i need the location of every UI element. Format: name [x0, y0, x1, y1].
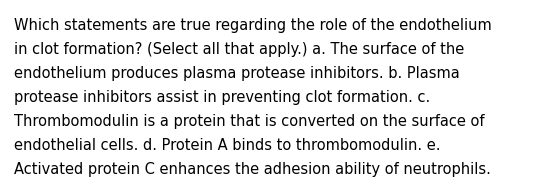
- Text: endothelium produces plasma protease inhibitors. b. Plasma: endothelium produces plasma protease inh…: [14, 66, 460, 81]
- Text: Which statements are true regarding the role of the endothelium: Which statements are true regarding the …: [14, 18, 492, 33]
- Text: Activated protein C enhances the adhesion ability of neutrophils.: Activated protein C enhances the adhesio…: [14, 162, 491, 177]
- Text: endothelial cells. d. Protein A binds to thrombomodulin. e.: endothelial cells. d. Protein A binds to…: [14, 138, 440, 153]
- Text: Thrombomodulin is a protein that is converted on the surface of: Thrombomodulin is a protein that is conv…: [14, 114, 484, 129]
- Text: in clot formation? (Select all that apply.) a. The surface of the: in clot formation? (Select all that appl…: [14, 42, 464, 57]
- Text: protease inhibitors assist in preventing clot formation. c.: protease inhibitors assist in preventing…: [14, 90, 430, 105]
